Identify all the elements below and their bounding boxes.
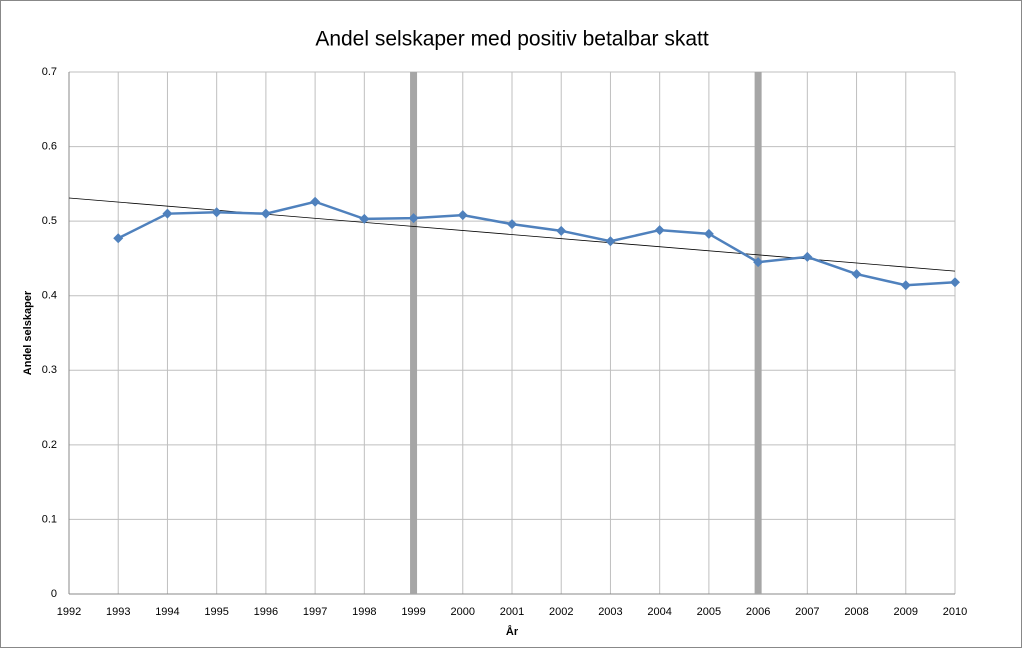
data-point (703, 228, 714, 239)
data-point (113, 233, 124, 244)
x-tick-label: 2001 (500, 606, 524, 618)
x-tick-label: 2004 (647, 606, 671, 618)
x-tick-label: 1994 (155, 606, 179, 618)
y-axis-title: Andel selskaper (22, 290, 34, 375)
y-tick-label: 0 (51, 588, 57, 600)
x-tick-label: 1996 (254, 606, 278, 618)
data-point (310, 196, 321, 207)
y-tick-label: 0.5 (42, 215, 57, 227)
x-axis-title: År (506, 625, 519, 638)
x-tick-label: 2010 (943, 606, 967, 618)
data-point (654, 225, 665, 236)
data-point (851, 269, 862, 280)
data-point (162, 208, 173, 219)
x-tick-label: 2007 (795, 606, 819, 618)
x-tick-label: 1993 (106, 606, 130, 618)
x-tick-label: 1995 (204, 606, 228, 618)
x-tick-label: 2006 (746, 606, 770, 618)
x-tick-label: 2000 (451, 606, 475, 618)
data-point (408, 213, 419, 224)
y-tick-label: 0.3 (42, 364, 57, 376)
data-point (950, 277, 960, 288)
x-tick-label: 2002 (549, 606, 573, 618)
data-point (260, 208, 271, 219)
x-tick-label: 2009 (894, 606, 918, 618)
data-point (605, 236, 616, 247)
data-point (457, 210, 468, 221)
y-tick-label: 0.7 (42, 66, 57, 78)
chart-title: Andel selskaper med positiv betalbar ska… (315, 28, 709, 51)
data-point (556, 225, 567, 236)
x-tick-label: 2003 (598, 606, 622, 618)
data-point (802, 251, 813, 262)
x-tick-label: 1992 (57, 606, 81, 618)
y-tick-label: 0.6 (42, 140, 57, 152)
data-point (753, 257, 764, 268)
y-tick-label: 0.4 (42, 290, 57, 302)
x-tick-label: 2008 (844, 606, 868, 618)
x-tick-label: 1997 (303, 606, 327, 618)
x-tick-label: 2005 (697, 606, 721, 618)
data-point (359, 213, 370, 224)
series-line (117, 200, 956, 287)
x-tick-label: 1999 (401, 606, 425, 618)
data-point (211, 207, 222, 218)
data-point (507, 219, 517, 230)
y-tick-label: 0.1 (42, 513, 57, 525)
y-tick-label: 0.2 (42, 439, 57, 451)
data-point (900, 280, 911, 291)
x-tick-label: 1998 (352, 606, 376, 618)
